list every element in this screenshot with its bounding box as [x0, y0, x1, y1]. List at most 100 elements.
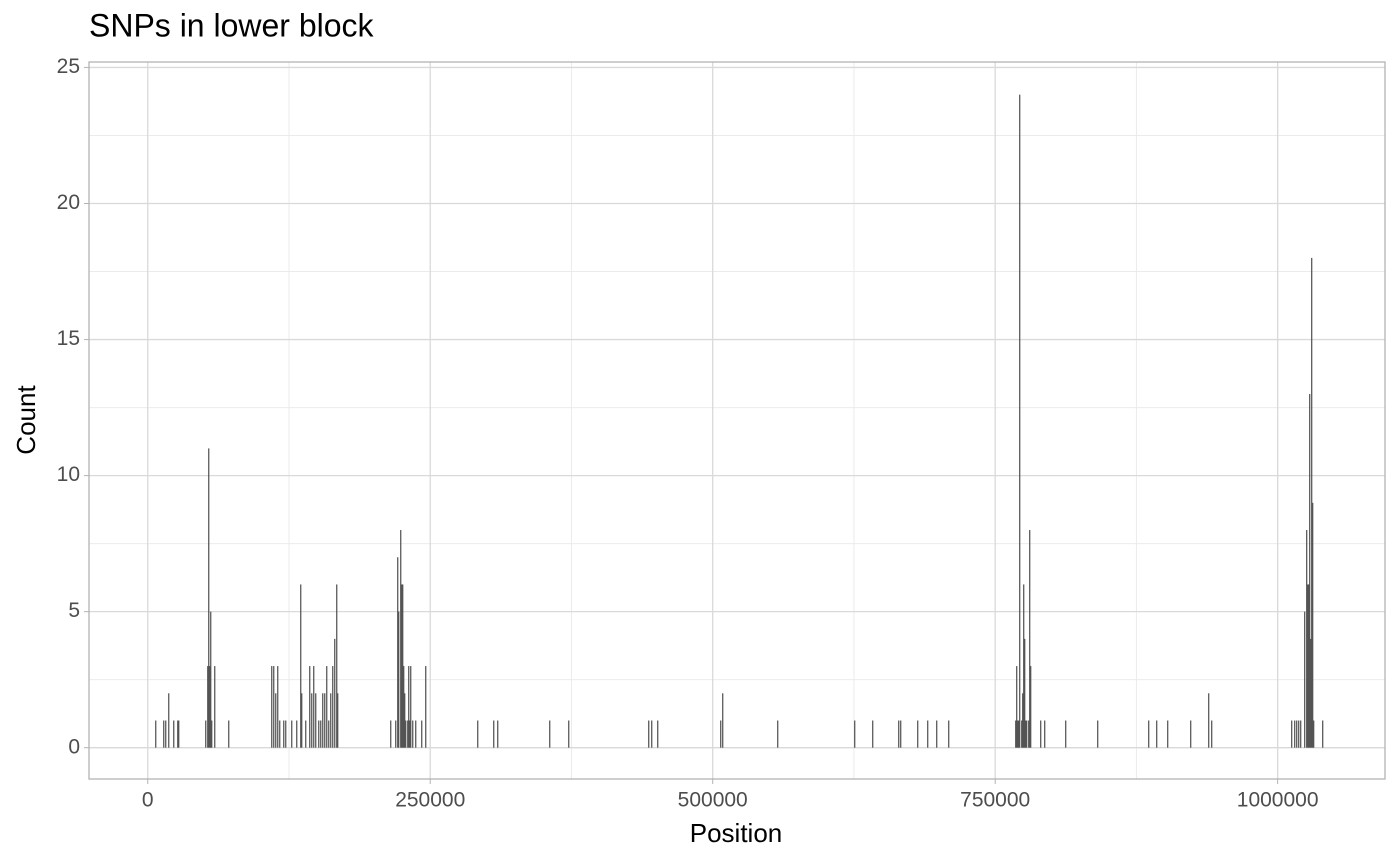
bar	[155, 720, 157, 748]
bar	[720, 720, 722, 748]
bar	[648, 720, 650, 748]
bar	[405, 720, 407, 748]
bar	[404, 693, 406, 748]
bar	[395, 720, 397, 748]
y-axis-title: Count	[11, 385, 41, 455]
bar	[651, 720, 653, 748]
bar	[657, 720, 659, 748]
bar	[425, 666, 427, 748]
bar	[900, 720, 902, 748]
bar	[163, 720, 165, 748]
bar	[854, 720, 856, 748]
bar	[1029, 530, 1031, 748]
bar	[872, 720, 874, 748]
bar	[1309, 393, 1311, 748]
bar	[336, 584, 338, 748]
bar	[568, 720, 570, 748]
bar	[320, 720, 322, 748]
bar	[285, 720, 287, 748]
x-tick-label: 750000	[960, 789, 1030, 812]
bar	[390, 720, 392, 748]
bar	[173, 720, 175, 748]
bar	[409, 720, 411, 748]
bar	[407, 720, 409, 748]
bar	[1291, 720, 1293, 748]
bar	[410, 666, 412, 748]
bar	[1308, 584, 1310, 748]
bar	[177, 720, 179, 748]
bar	[777, 720, 779, 748]
bar	[1065, 720, 1067, 748]
bar	[401, 584, 403, 748]
bar	[936, 720, 938, 748]
bar	[315, 693, 317, 748]
bar	[493, 720, 495, 748]
x-tick-label: 0	[142, 789, 154, 812]
bar	[214, 666, 216, 748]
bar	[1022, 693, 1024, 748]
bar	[1021, 720, 1023, 748]
bar	[397, 557, 399, 748]
bar	[1016, 666, 1018, 748]
bar	[271, 666, 273, 748]
bar	[927, 720, 929, 748]
bar	[403, 666, 405, 748]
bar	[1306, 530, 1308, 748]
bar	[1148, 720, 1150, 748]
bar	[228, 720, 230, 748]
bar	[1313, 720, 1315, 748]
bar	[398, 611, 400, 748]
bar	[421, 720, 423, 748]
chart-title: SNPs in lower block	[89, 7, 375, 43]
bar	[311, 693, 313, 748]
bar	[207, 666, 209, 748]
bar	[1026, 720, 1028, 748]
bar	[408, 666, 410, 748]
bar	[205, 720, 207, 748]
bar	[1190, 720, 1192, 748]
x-axis-title: Position	[690, 818, 783, 848]
y-tick-label: 5	[68, 599, 80, 622]
bar	[497, 720, 499, 748]
bar	[326, 666, 328, 748]
bar	[283, 720, 285, 748]
bar	[337, 693, 339, 748]
bar	[210, 611, 212, 748]
bar	[296, 720, 298, 748]
bar	[948, 720, 950, 748]
bar	[412, 720, 414, 748]
bar	[322, 693, 324, 748]
bar	[1300, 720, 1302, 748]
x-tick-label: 500000	[678, 789, 748, 812]
bar	[1028, 720, 1030, 748]
bar	[208, 448, 210, 748]
panel-border	[88, 61, 1386, 780]
bar	[1322, 720, 1324, 748]
y-tick-label: 20	[57, 191, 80, 214]
bar	[301, 693, 303, 748]
bar	[1307, 584, 1309, 748]
bar	[165, 720, 167, 748]
bar	[1304, 611, 1306, 748]
bar	[309, 666, 311, 748]
bar	[1015, 720, 1017, 748]
bar	[898, 720, 900, 748]
bar	[1025, 720, 1027, 748]
bar	[318, 720, 320, 748]
bar	[1312, 502, 1314, 748]
bar	[273, 666, 275, 748]
bar	[1294, 720, 1296, 748]
bar	[279, 720, 281, 748]
bar	[1017, 720, 1019, 748]
y-tick-label: 10	[57, 463, 80, 486]
bar	[1211, 720, 1213, 748]
bar	[549, 720, 551, 748]
bar	[1310, 638, 1312, 748]
bar	[1097, 720, 1099, 748]
bar	[209, 666, 211, 748]
bar	[330, 693, 332, 748]
bar	[1023, 584, 1025, 748]
bar	[305, 720, 307, 748]
bar	[211, 720, 213, 748]
